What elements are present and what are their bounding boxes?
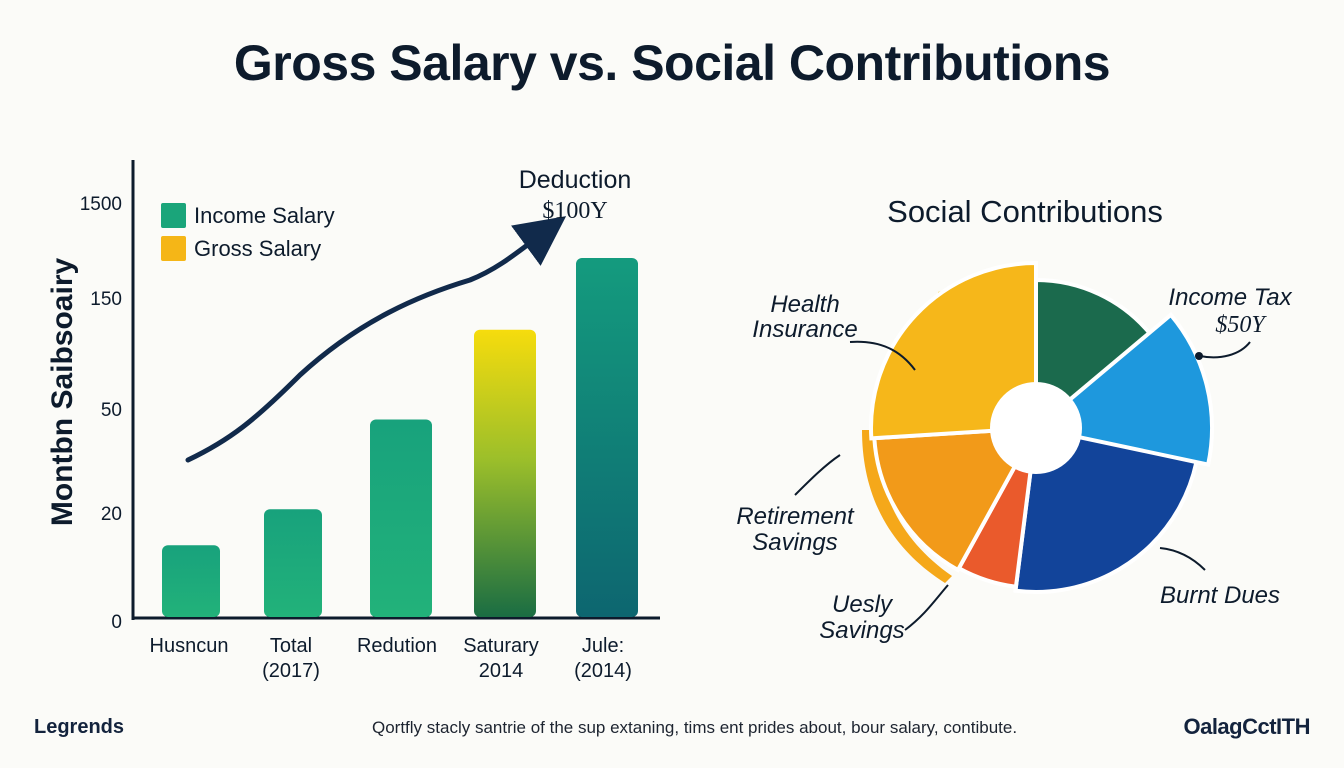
x-tick-label: (2014) <box>574 660 632 682</box>
bar-3 <box>370 419 432 617</box>
pie-center-hole <box>990 382 1082 474</box>
y-tick-label: 150 <box>90 289 122 310</box>
pie-label-uesly-2: Savings <box>819 617 904 644</box>
x-tick-label: Total <box>270 635 312 657</box>
pie-slice-5 <box>869 260 1038 441</box>
bar-5 <box>576 258 638 617</box>
trend-arrow <box>185 216 567 463</box>
y-tick-label: 1500 <box>80 194 122 215</box>
x-tick-label: Redution <box>357 635 437 657</box>
pie-pointer-dot <box>1195 352 1203 360</box>
y-tick-label: 50 <box>101 400 122 421</box>
pie-pointer-uesly <box>904 584 949 631</box>
bar-2 <box>264 509 322 617</box>
x-labels-group: Husncun Total (2017) Redution Saturary 2014 Ju… <box>150 635 632 682</box>
pie-label-health-1: Health <box>770 291 839 318</box>
bar-chart: Montbn Saibsoairy 1500 150 50 20 0 Incom… <box>46 160 660 682</box>
pie-pointer-income-tax <box>1199 341 1251 359</box>
bars-group <box>162 258 638 617</box>
footer-caption: Qortfly stacly santrie of the sup extani… <box>372 718 1018 737</box>
pie-label-retirement-2: Savings <box>752 529 837 556</box>
pie-pointer-health <box>849 340 916 371</box>
legend-label-income-salary: Income Salary <box>194 203 335 228</box>
x-tick-label: (2017) <box>262 660 320 682</box>
legend-swatch-gross-salary <box>161 236 186 261</box>
footer-legend-label: Legrends <box>34 716 125 738</box>
x-tick-label: Husncun <box>150 635 229 657</box>
pie-pointer-retirement <box>794 454 841 496</box>
pie-slice-1 <box>1034 277 1153 433</box>
pie-pointer-burnt <box>1159 547 1206 571</box>
pie-label-income-tax-1: Income Tax <box>1168 284 1292 311</box>
pie-slice-accent <box>1064 312 1214 467</box>
y-tick-label: 20 <box>101 504 122 525</box>
pie-label-health-2: Insurance <box>752 316 857 343</box>
annotation-amount: $100Y <box>542 198 607 224</box>
legend-label-gross-salary: Gross Salary <box>194 236 321 261</box>
footer-brand: OalagCctITH <box>1183 714 1310 739</box>
pie-title: Social Contributions <box>887 194 1163 229</box>
x-tick-label: Saturary <box>463 635 539 657</box>
bar-1 <box>162 545 220 617</box>
annotation-deduction: Deduction <box>519 166 632 194</box>
page-title: Gross Salary vs. Social Contributions <box>233 35 1111 91</box>
y-tick-label: 0 <box>111 612 122 633</box>
x-tick-label: 2014 <box>479 660 524 682</box>
pie-label-retirement-1: Retirement <box>736 503 855 530</box>
bar-4 <box>474 329 536 617</box>
x-tick-label: Jule: <box>582 635 624 657</box>
pie-slice-4 <box>872 425 1040 573</box>
pie-label-income-tax-2: $50Y <box>1215 312 1267 338</box>
y-axis-label: Montbn Saibsoairy <box>46 258 79 527</box>
pie-chart: Social Contributions Health Insurance In… <box>736 194 1292 644</box>
pie-accent-arc-left <box>862 430 952 583</box>
legend-swatch-income-salary <box>161 203 186 228</box>
pie-label-uesly-1: Uesly <box>832 591 894 618</box>
pie-label-burnt-dues: Burnt Dues <box>1160 582 1280 609</box>
